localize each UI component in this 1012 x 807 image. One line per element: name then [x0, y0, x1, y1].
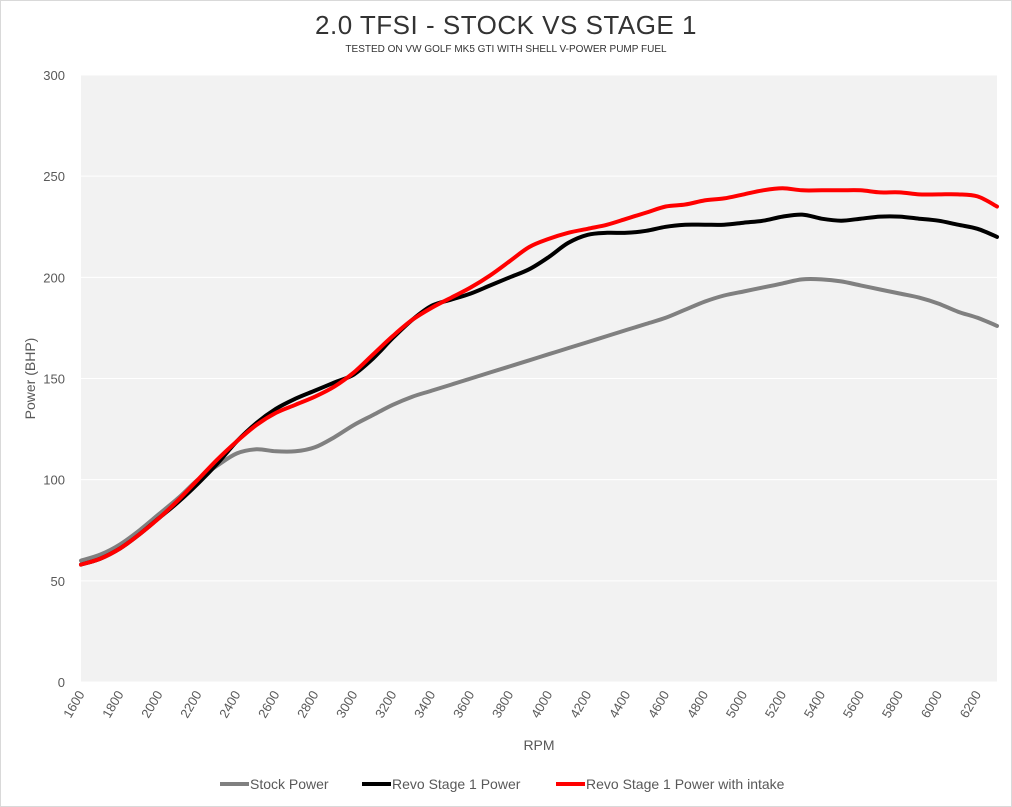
y-tick-label: 50 — [51, 574, 65, 589]
y-tick-label: 150 — [43, 372, 65, 387]
x-tick-label: 5200 — [762, 688, 789, 721]
x-tick-label: 2000 — [138, 688, 165, 721]
x-tick-label: 6000 — [918, 688, 945, 721]
x-tick-label: 1800 — [99, 688, 126, 721]
x-tick-label: 3800 — [489, 688, 516, 721]
x-tick-label: 4400 — [606, 688, 633, 721]
series-line — [79, 186, 999, 567]
y-axis-ticks: 0 50 100 150 200 250 300 — [43, 68, 65, 690]
y-tick-label: 200 — [43, 270, 65, 285]
x-tick-label: 6200 — [957, 688, 984, 721]
x-tick-label: 2800 — [294, 688, 321, 721]
x-tick-label: 4800 — [684, 688, 711, 721]
y-axis-title: Power (BHP) — [22, 338, 38, 420]
legend-entry: Stock Power — [250, 776, 329, 792]
x-axis-title: RPM — [523, 737, 554, 753]
legend-entry: Revo Stage 1 Power with intake — [586, 776, 785, 792]
x-tick-label: 1600 — [60, 688, 87, 721]
legend-entry: Revo Stage 1 Power — [392, 776, 521, 792]
x-tick-label: 5000 — [723, 688, 750, 721]
y-tick-label: 250 — [43, 169, 65, 184]
series-line — [79, 276, 999, 563]
series-lines — [79, 186, 999, 567]
chart-subtitle: TESTED ON VW GOLF MK5 GTI WITH SHELL V-P… — [345, 44, 667, 55]
x-tick-label: 3200 — [372, 688, 399, 721]
y-tick-label: 100 — [43, 473, 65, 488]
x-tick-label: 5800 — [879, 688, 906, 721]
x-tick-label: 2400 — [216, 688, 243, 721]
chart-title: 2.0 TFSI - STOCK VS STAGE 1 — [315, 10, 697, 40]
x-tick-label: 4200 — [567, 688, 594, 721]
x-tick-label: 4600 — [645, 688, 672, 721]
y-tick-label: 0 — [58, 675, 65, 690]
x-tick-label: 5600 — [840, 688, 867, 721]
x-tick-label: 3600 — [450, 688, 477, 721]
grid-lines — [81, 74, 997, 683]
x-tick-label: 2600 — [255, 688, 282, 721]
x-axis-ticks: 1600 1800 2000 2200 2400 2600 2800 3000 3200 3400… — [60, 688, 984, 721]
x-tick-label: 3400 — [411, 688, 438, 721]
x-tick-label: 3000 — [333, 688, 360, 721]
legend: Stock Power Revo Stage 1 Power Revo Stage … — [220, 776, 785, 792]
x-tick-label: 5400 — [801, 688, 828, 721]
y-tick-label: 300 — [43, 68, 65, 83]
x-tick-label: 4000 — [528, 688, 555, 721]
x-tick-label: 2200 — [177, 688, 204, 721]
